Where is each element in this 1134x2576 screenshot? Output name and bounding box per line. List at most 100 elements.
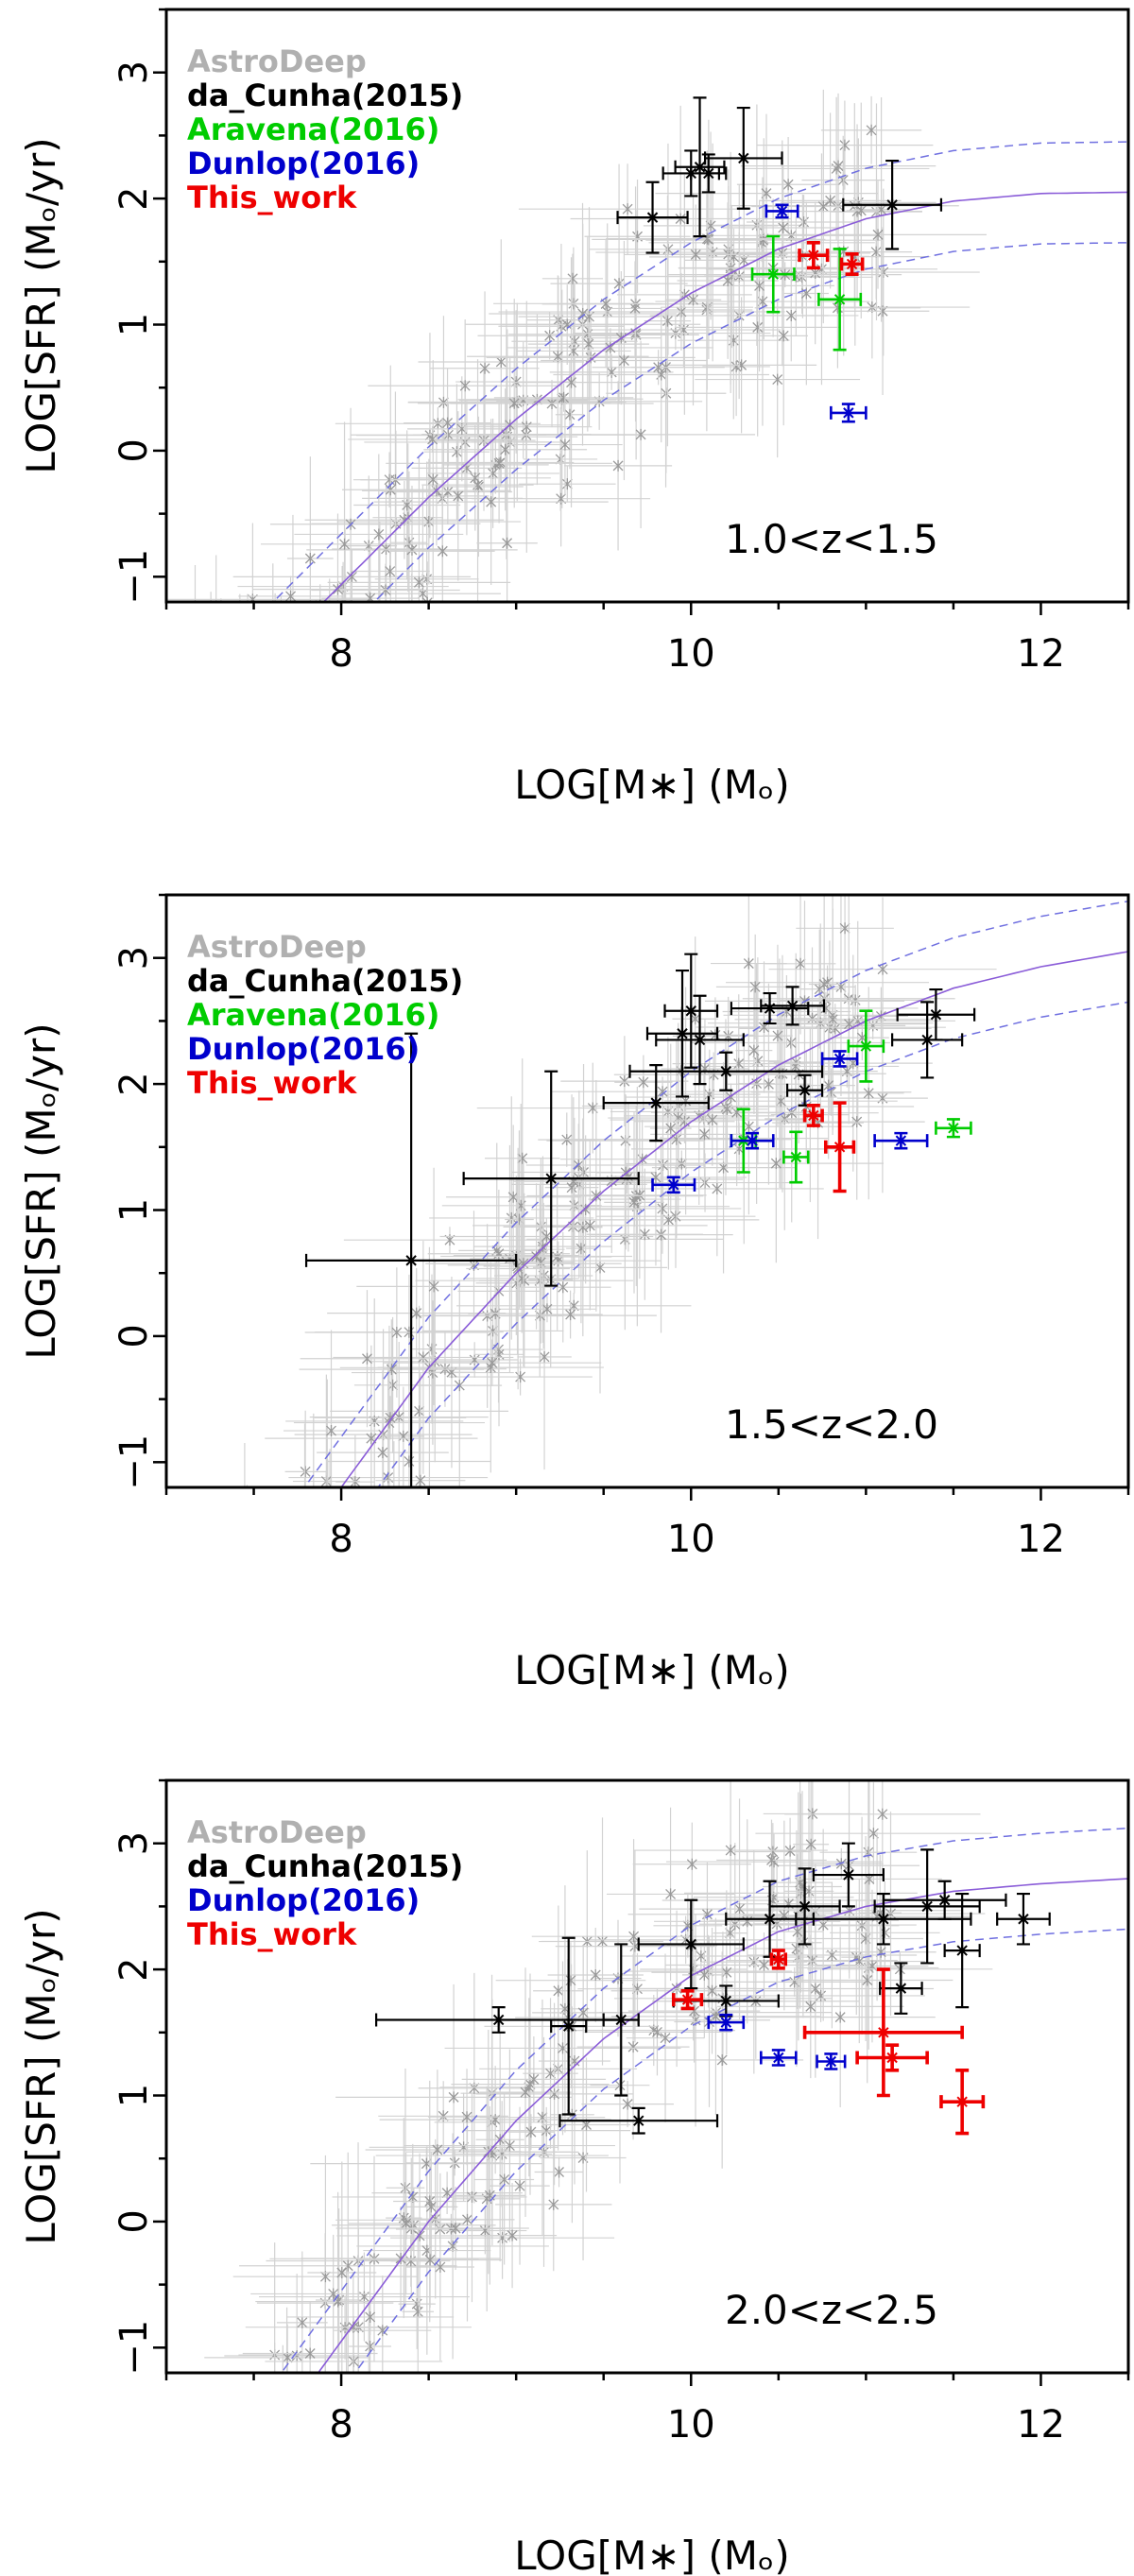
astrodeep-point [179,774,188,785]
astrodeep-point [863,1087,874,1099]
astrodeep-point [770,1158,782,1170]
plot-frame [164,8,1130,604]
y-tick-label: 0 [112,1324,156,1348]
astrodeep-error-bar [215,555,217,602]
astrodeep-point [201,2534,211,2546]
legend-entry: Dunlop(2016) [187,146,420,181]
y-tick-label: 2 [112,1072,156,1095]
y-tick-label: −1 [112,549,156,605]
astrodeep-point [294,1595,303,1606]
astrodeep-point [795,957,806,970]
astrodeep-point [421,596,433,602]
astrodeep-point [653,361,664,373]
legend-entry: AstroDeep [187,1814,367,1850]
y-tick-label: 1 [112,1198,156,1222]
astrodeep-error-bar [157,2388,318,2503]
astrodeep-error-bar [180,1571,330,1630]
astrodeep-point [212,1715,221,1726]
astrodeep-point [235,613,245,625]
astrodeep-point [657,1086,668,1098]
astrodeep-error-bar [201,622,393,742]
plot-area [125,895,1128,1816]
astrodeep-point [805,2001,816,2013]
astrodeep-point [191,1709,200,1720]
astrodeep-point [577,1221,589,1233]
astrodeep-point [365,2340,376,2352]
astrodeep-error-bar [127,697,266,750]
astrodeep-error-bar [173,686,222,811]
astrodeep-point [339,538,351,550]
astrodeep-point [810,1983,821,1995]
astrodeep-error-bar [93,667,296,806]
astrodeep-error-bar [214,1545,290,1720]
astrodeep-error-bar [329,1449,331,1487]
astrodeep-point [341,691,351,702]
astrodeep-point [312,1599,321,1610]
astrodeep-point [406,543,418,556]
astrodeep-point [428,1280,439,1293]
redshift-label: 2.0<z<2.5 [725,2287,938,2333]
astrodeep-point [292,677,301,688]
astrodeep-point [734,1903,746,1915]
data-point-marker [825,2055,837,2068]
astrodeep-point [665,1122,677,1134]
astrodeep-point [442,429,454,441]
legend-entry: This_work [187,1916,357,1952]
legend-entry: Aravena(2016) [187,997,439,1033]
astrodeep-point [451,446,462,458]
x-tick-label: 10 [667,632,715,676]
astrodeep-error-bar [343,584,346,602]
y-tick-label: 3 [112,1831,156,1855]
astrodeep-point [276,657,285,668]
astrodeep-point [565,1309,576,1321]
astrodeep-point [190,622,199,633]
x-axis-title: LOG[M∗] (Mₒ) [514,762,789,808]
x-tick-label: 8 [329,1518,352,1561]
data-point-marker [720,2017,731,2029]
astrodeep-point [507,1191,519,1203]
astrodeep-point [504,2139,515,2152]
astrodeep-error-bar [168,1632,331,1816]
y-tick-label: −1 [112,2320,156,2376]
astrodeep-error-bar [115,704,301,840]
astrodeep-point [192,718,201,730]
astrodeep-point [268,654,278,665]
data-point-marker [860,1040,872,1053]
data-point-marker [633,2115,644,2127]
data-point-marker [405,1254,417,1266]
astrodeep-point [270,2407,280,2418]
data-point-marker [1018,1913,1029,1925]
redshift-label: 1.0<z<1.5 [725,516,938,562]
plot-area [93,89,1128,941]
astrodeep-point [462,2213,472,2225]
astrodeep-point [300,1466,311,1478]
astrodeep-point [676,305,687,318]
y-tick-label: 3 [112,60,156,84]
astrodeep-point [479,2224,490,2237]
astrodeep-point [699,1128,711,1141]
astrodeep-point [627,2041,639,2053]
astrodeep-point [275,1568,284,1579]
astrodeep-point [539,1350,550,1363]
astrodeep-point [754,280,765,292]
astrodeep-error-bar [125,1712,247,1790]
astrodeep-point [541,1230,552,1243]
astrodeep-point [628,1931,640,1943]
astrodeep-error-bar [180,2487,326,2576]
astrodeep-error-bar [129,612,340,719]
astrodeep-error-bar [113,753,253,805]
astrodeep-point [450,2222,461,2234]
astrodeep-point [548,2198,559,2210]
main-sequence-upper-dashed [272,141,1128,602]
astrodeep-point [300,1537,309,1549]
astrodeep-point [870,246,882,258]
data-point-marker [677,1027,688,1039]
astrodeep-error-bar [177,1544,411,1606]
astrodeep-point [398,1430,409,1442]
data-point-marker [956,1945,968,1957]
astrodeep-point [165,790,175,801]
data-point-marker [799,1084,811,1096]
astrodeep-error-bar [165,707,316,941]
astrodeep-point [242,1593,251,1605]
